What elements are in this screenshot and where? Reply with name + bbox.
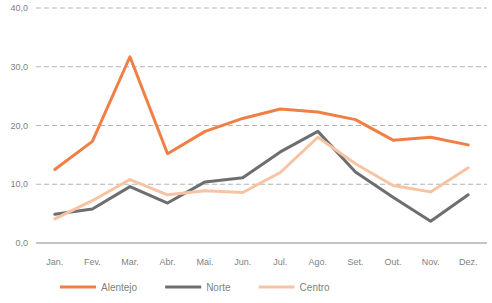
y-tick-label: 0,0 xyxy=(15,238,28,248)
legend-label: Centro xyxy=(300,282,330,293)
plot-area xyxy=(55,57,468,222)
x-tick-label: Dez. xyxy=(459,257,478,267)
series-line xyxy=(55,137,468,219)
series-line xyxy=(55,57,468,170)
grid-line xyxy=(36,125,487,126)
grid-line xyxy=(36,66,487,67)
series-line xyxy=(55,131,468,221)
x-tick-label: Set. xyxy=(347,257,363,267)
y-tick-label: 30,0 xyxy=(10,62,28,72)
x-tick-label: Jun. xyxy=(234,257,251,267)
x-tick-label: Jan. xyxy=(46,257,63,267)
x-tick-label: Ago. xyxy=(309,257,328,267)
x-tick-label: Mar. xyxy=(121,257,139,267)
x-tick-label: Out. xyxy=(385,257,402,267)
y-tick-label: 10,0 xyxy=(10,179,28,189)
x-tick-label: Jul. xyxy=(273,257,287,267)
y-tick-label: 20,0 xyxy=(10,121,28,131)
legend-swatch xyxy=(165,286,201,289)
legend-swatch xyxy=(259,286,295,289)
y-tick-label: 40,0 xyxy=(10,3,28,13)
legend-swatch xyxy=(60,286,96,289)
x-axis-line xyxy=(36,243,487,244)
legend-label: Alentejo xyxy=(101,282,138,293)
x-tick-label: Mai. xyxy=(197,257,214,267)
chart-container: 0,0 10,0 20,0 30,0 40,0 Jan. Fev. Mar. Abr. Mai. J… xyxy=(0,0,492,303)
chart: 0,0 10,0 20,0 30,0 40,0 Jan. Fev. Mar. Abr. Mai. J… xyxy=(0,0,492,303)
x-tick-label: Nov. xyxy=(422,257,440,267)
legend-label: Norte xyxy=(206,282,231,293)
x-tick-label: Fev. xyxy=(84,257,101,267)
grid-line xyxy=(36,8,487,9)
x-tick-label: Abr. xyxy=(160,257,176,267)
